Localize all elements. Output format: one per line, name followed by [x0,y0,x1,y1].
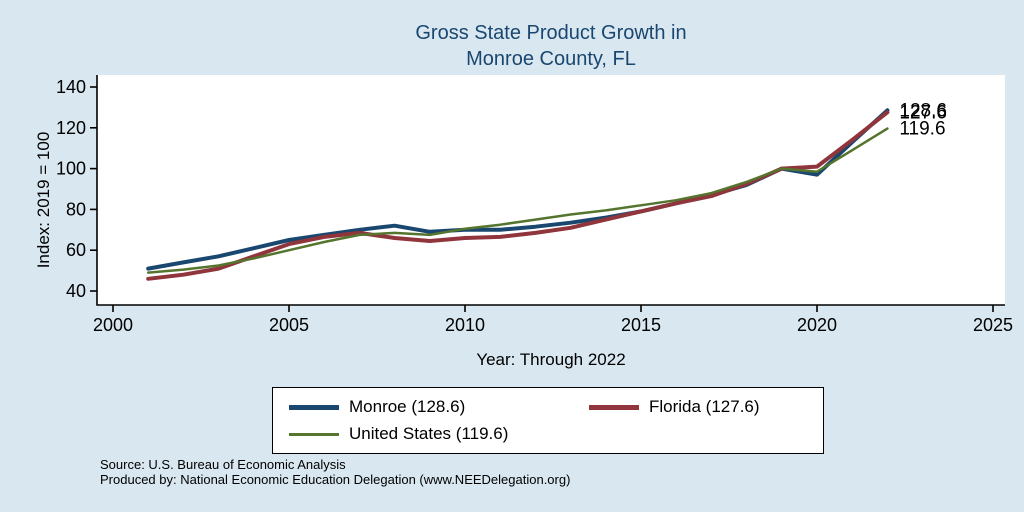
x-axis-title: Year: Through 2022 [476,350,626,369]
y-tick-label: 120 [56,118,86,138]
legend: Monroe (128.6) Florida (127.6) United St… [272,387,824,454]
plot-area: 40 60 80 100 120 140 2000 2005 2010 2015 2020 2025 1… [56,75,1013,335]
end-label-united-states: 119.6 [899,119,945,140]
source-note: Source: U.S. Bureau of Economic Analysis… [100,457,570,487]
y-tick-label: 40 [66,281,86,301]
legend-entry-united-states: United States (119.6) [289,424,589,444]
chart-title: Gross State Product Growth in Monroe Cou… [415,22,687,70]
end-label-monroe: 128.6 [899,100,947,121]
legend-label-monroe: Monroe (128.6) [349,397,466,416]
x-tick-label: 2005 [269,315,309,335]
y-tick-label: 60 [66,240,86,260]
y-axis-title: Index: 2019 = 100 [34,131,53,269]
florida-line-swatch [589,404,639,410]
legend-entry-florida: Florida (127.6) [589,397,813,417]
x-tick-label: 2010 [445,315,485,335]
x-tick-label: 2020 [797,315,837,335]
end-label-florida: 127.6 [899,102,947,123]
monroe-line-swatch [289,404,339,410]
x-tick-label: 2000 [93,315,133,335]
y-tick-label: 140 [56,77,86,97]
series-united-states [146,127,889,274]
y-tick-label: 100 [56,159,86,179]
y-tick-label: 80 [66,199,86,219]
x-tick-label: 2015 [621,315,661,335]
legend-label-united-states: United States (119.6) [349,424,509,443]
united-states-line-swatch [289,432,339,436]
legend-entry-monroe: Monroe (128.6) [289,397,589,417]
x-tick-label: 2025 [973,315,1013,335]
produced-by-line: Produced by: National Economic Education… [100,472,571,487]
source-line: Source: U.S. Bureau of Economic Analysis [100,457,346,472]
plot-background [97,75,1005,305]
legend-label-florida: Florida (127.6) [649,397,760,416]
axes [96,75,1005,306]
